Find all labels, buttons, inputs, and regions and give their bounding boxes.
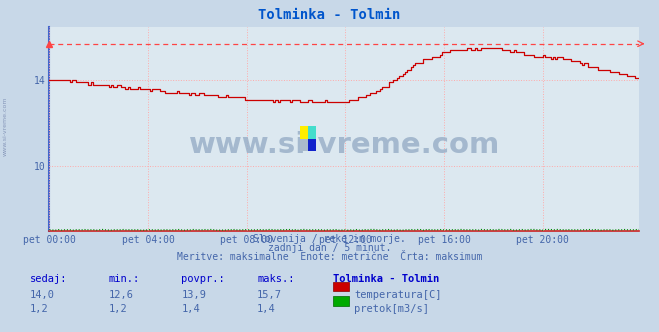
Text: povpr.:: povpr.: [181,274,225,284]
Bar [308,138,316,151]
Text: maks.:: maks.: [257,274,295,284]
Text: min.:: min.: [109,274,140,284]
Text: 1,4: 1,4 [257,304,275,314]
Text: www.si-vreme.com: www.si-vreme.com [188,131,500,159]
Text: www.si-vreme.com: www.si-vreme.com [3,96,8,156]
Text: Tolminka - Tolmin: Tolminka - Tolmin [333,274,439,284]
Text: zadnji dan / 5 minut.: zadnji dan / 5 minut. [268,243,391,253]
Text: temperatura[C]: temperatura[C] [354,290,442,299]
Text: sedaj:: sedaj: [30,274,67,284]
Bar [308,126,316,138]
Bar [300,126,308,138]
Text: 1,4: 1,4 [181,304,200,314]
Text: Slovenija / reke in morje.: Slovenija / reke in morje. [253,234,406,244]
Text: 1,2: 1,2 [30,304,48,314]
Text: 13,9: 13,9 [181,290,206,299]
Text: Tolminka - Tolmin: Tolminka - Tolmin [258,8,401,22]
Text: 1,2: 1,2 [109,304,127,314]
Text: 14,0: 14,0 [30,290,55,299]
Text: 12,6: 12,6 [109,290,134,299]
Text: Meritve: maksimalne  Enote: metrične  Črta: maksimum: Meritve: maksimalne Enote: metrične Črta… [177,252,482,262]
Bar [300,138,308,151]
Text: pretok[m3/s]: pretok[m3/s] [354,304,429,314]
Text: 15,7: 15,7 [257,290,282,299]
